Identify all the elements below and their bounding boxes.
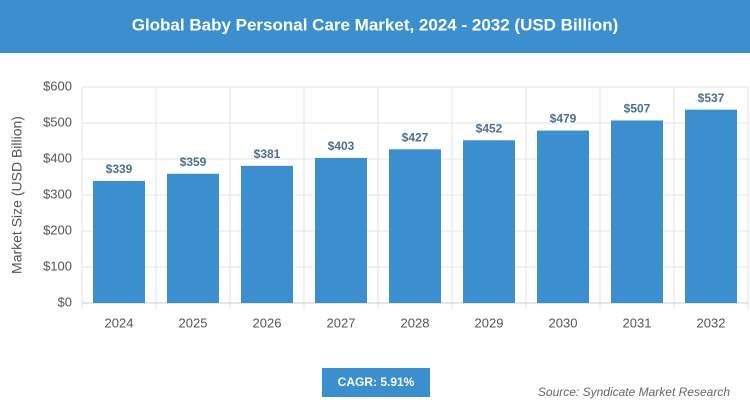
value-label: $427 (402, 130, 429, 144)
x-tick-label: 2030 (549, 315, 578, 330)
x-tick-label: 2031 (623, 315, 652, 330)
y-tick-label: $400 (43, 150, 72, 165)
bar (685, 109, 737, 304)
x-tick-label: 2025 (179, 315, 208, 330)
value-label: $403 (328, 139, 355, 153)
value-label: $381 (254, 147, 281, 161)
value-label: $479 (550, 112, 577, 126)
y-axis-label: Market Size (USD Billion) (9, 116, 25, 274)
y-tick-label: $600 (43, 78, 72, 93)
bar (241, 165, 293, 303)
bar (167, 173, 219, 303)
cagr-label: CAGR: 5.91% (338, 375, 415, 389)
value-label: $359 (180, 155, 207, 169)
chart-title: Global Baby Personal Care Market, 2024 -… (132, 15, 619, 34)
bar (537, 130, 589, 303)
x-tick-label: 2032 (697, 315, 726, 330)
y-tick-label: $300 (43, 186, 72, 201)
cagr-box (322, 368, 430, 397)
value-label: $507 (624, 102, 651, 116)
y-tick-label: $100 (43, 258, 72, 273)
y-tick-label: $0 (58, 294, 72, 309)
source-note: Source: Syndicate Market Research (538, 385, 730, 399)
bar (611, 120, 663, 303)
y-tick-label: $500 (43, 114, 72, 129)
bar (463, 140, 515, 303)
y-tick-label: $200 (43, 222, 72, 237)
x-tick-label: 2029 (475, 315, 504, 330)
x-tick-label: 2028 (401, 315, 430, 330)
bar (315, 157, 367, 303)
header-bar (0, 0, 750, 53)
x-tick-label: 2024 (105, 315, 134, 330)
value-label: $537 (698, 91, 725, 105)
value-label: $452 (476, 121, 503, 135)
bar (389, 149, 441, 303)
x-tick-label: 2027 (327, 315, 356, 330)
bar (93, 180, 145, 303)
x-tick-label: 2026 (253, 315, 282, 330)
value-label: $339 (106, 162, 133, 176)
